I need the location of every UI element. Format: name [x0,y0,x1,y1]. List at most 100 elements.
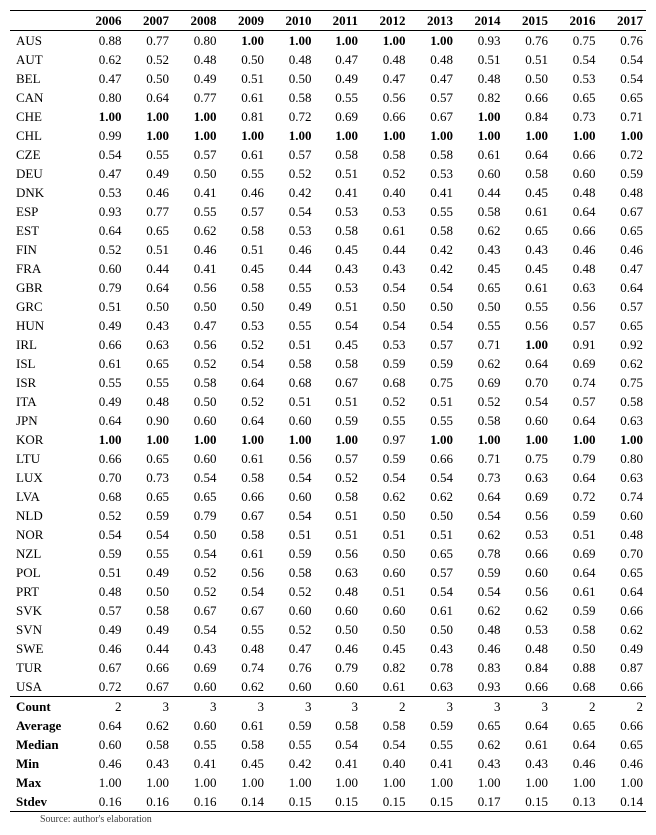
cell-value: 0.48 [456,69,504,88]
cell-value: 0.59 [315,411,361,430]
cell-value: 0.58 [220,468,268,487]
cell-value: 0.51 [456,50,504,69]
cell-value: 0.48 [408,50,456,69]
cell-value: 0.76 [598,31,646,51]
table-row: LTU0.660.650.600.610.560.570.590.660.710… [10,449,646,468]
cell-value: 0.61 [361,221,409,240]
cell-value: 0.52 [125,50,173,69]
cell-value: 0.55 [503,297,551,316]
cell-value: 0.97 [361,430,409,449]
cell-value: 0.62 [598,354,646,373]
stats-value: 0.58 [220,735,268,754]
cell-value: 0.64 [551,411,599,430]
cell-value: 0.54 [267,506,315,525]
cell-value: 0.49 [77,392,125,411]
stats-value: 0.62 [456,735,504,754]
cell-value: 0.43 [172,639,220,658]
cell-value: 0.92 [598,335,646,354]
stats-value: 0.15 [315,792,361,812]
cell-value: 0.54 [77,145,125,164]
stats-row: Stdev0.160.160.160.140.150.150.150.150.1… [10,792,646,812]
stats-value: 0.55 [172,735,220,754]
cell-value: 0.58 [456,411,504,430]
stats-value: 0.64 [551,735,599,754]
stats-value: 0.41 [315,754,361,773]
stats-value: 0.14 [598,792,646,812]
cell-value: 0.62 [220,677,268,697]
table-stats: Count233333233322Average0.640.620.600.61… [10,697,646,812]
cell-value: 0.50 [267,69,315,88]
cell-value: 0.46 [172,240,220,259]
cell-value: 0.43 [315,259,361,278]
cell-value: 0.47 [408,69,456,88]
cell-value: 0.58 [503,164,551,183]
cell-value: 0.48 [598,525,646,544]
cell-value: 0.56 [551,297,599,316]
cell-value: 0.54 [598,50,646,69]
cell-value: 0.48 [551,183,599,202]
stats-value: 0.66 [598,716,646,735]
cell-value: 0.55 [172,202,220,221]
cell-value: 0.50 [408,297,456,316]
cell-value: 1.00 [503,430,551,449]
cell-value: 0.62 [408,487,456,506]
cell-value: 0.54 [172,620,220,639]
cell-value: 0.76 [267,658,315,677]
cell-value: 0.66 [125,658,173,677]
cell-value: 0.54 [267,468,315,487]
cell-value: 0.54 [551,50,599,69]
cell-value: 0.54 [598,69,646,88]
cell-value: 0.61 [503,278,551,297]
header-year: 2008 [172,11,220,31]
cell-value: 0.45 [456,259,504,278]
country-code: USA [10,677,77,697]
stats-value: 0.65 [551,716,599,735]
cell-value: 0.58 [315,487,361,506]
cell-value: 0.54 [267,202,315,221]
cell-value: 0.44 [125,639,173,658]
cell-value: 0.50 [172,297,220,316]
cell-value: 0.41 [408,183,456,202]
stats-value: 1.00 [551,773,599,792]
cell-value: 0.61 [408,601,456,620]
cell-value: 0.60 [172,411,220,430]
cell-value: 0.58 [408,145,456,164]
cell-value: 0.55 [408,202,456,221]
cell-value: 0.60 [361,563,409,582]
cell-value: 0.61 [361,677,409,697]
cell-value: 0.43 [456,240,504,259]
cell-value: 0.82 [456,88,504,107]
cell-value: 0.60 [267,601,315,620]
cell-value: 0.72 [77,677,125,697]
table-row: PRT0.480.500.520.540.520.480.510.540.540… [10,582,646,601]
cell-value: 0.41 [172,259,220,278]
table-row: CHE1.001.001.000.810.720.690.660.671.000… [10,107,646,126]
table-row: IRL0.660.630.560.520.510.450.530.570.711… [10,335,646,354]
cell-value: 0.56 [172,335,220,354]
cell-value: 0.72 [598,145,646,164]
stats-value: 3 [315,697,361,717]
cell-value: 0.53 [315,202,361,221]
country-code: GBR [10,278,77,297]
header-year: 2015 [503,11,551,31]
cell-value: 0.59 [551,601,599,620]
cell-value: 0.42 [408,240,456,259]
cell-value: 0.73 [125,468,173,487]
stats-value: 0.65 [456,716,504,735]
cell-value: 0.58 [220,221,268,240]
cell-value: 0.55 [315,88,361,107]
cell-value: 0.60 [361,601,409,620]
cell-value: 0.91 [551,335,599,354]
table-row: GBR0.790.640.560.580.550.530.540.540.650… [10,278,646,297]
cell-value: 0.68 [551,677,599,697]
cell-value: 0.51 [267,392,315,411]
cell-value: 0.46 [315,639,361,658]
country-code: CHE [10,107,77,126]
table-row: ISR0.550.550.580.640.680.670.680.750.690… [10,373,646,392]
stats-value: 3 [503,697,551,717]
cell-value: 0.40 [361,183,409,202]
cell-value: 0.49 [125,620,173,639]
stats-value: 0.54 [315,735,361,754]
country-code: CHL [10,126,77,145]
cell-value: 1.00 [267,430,315,449]
